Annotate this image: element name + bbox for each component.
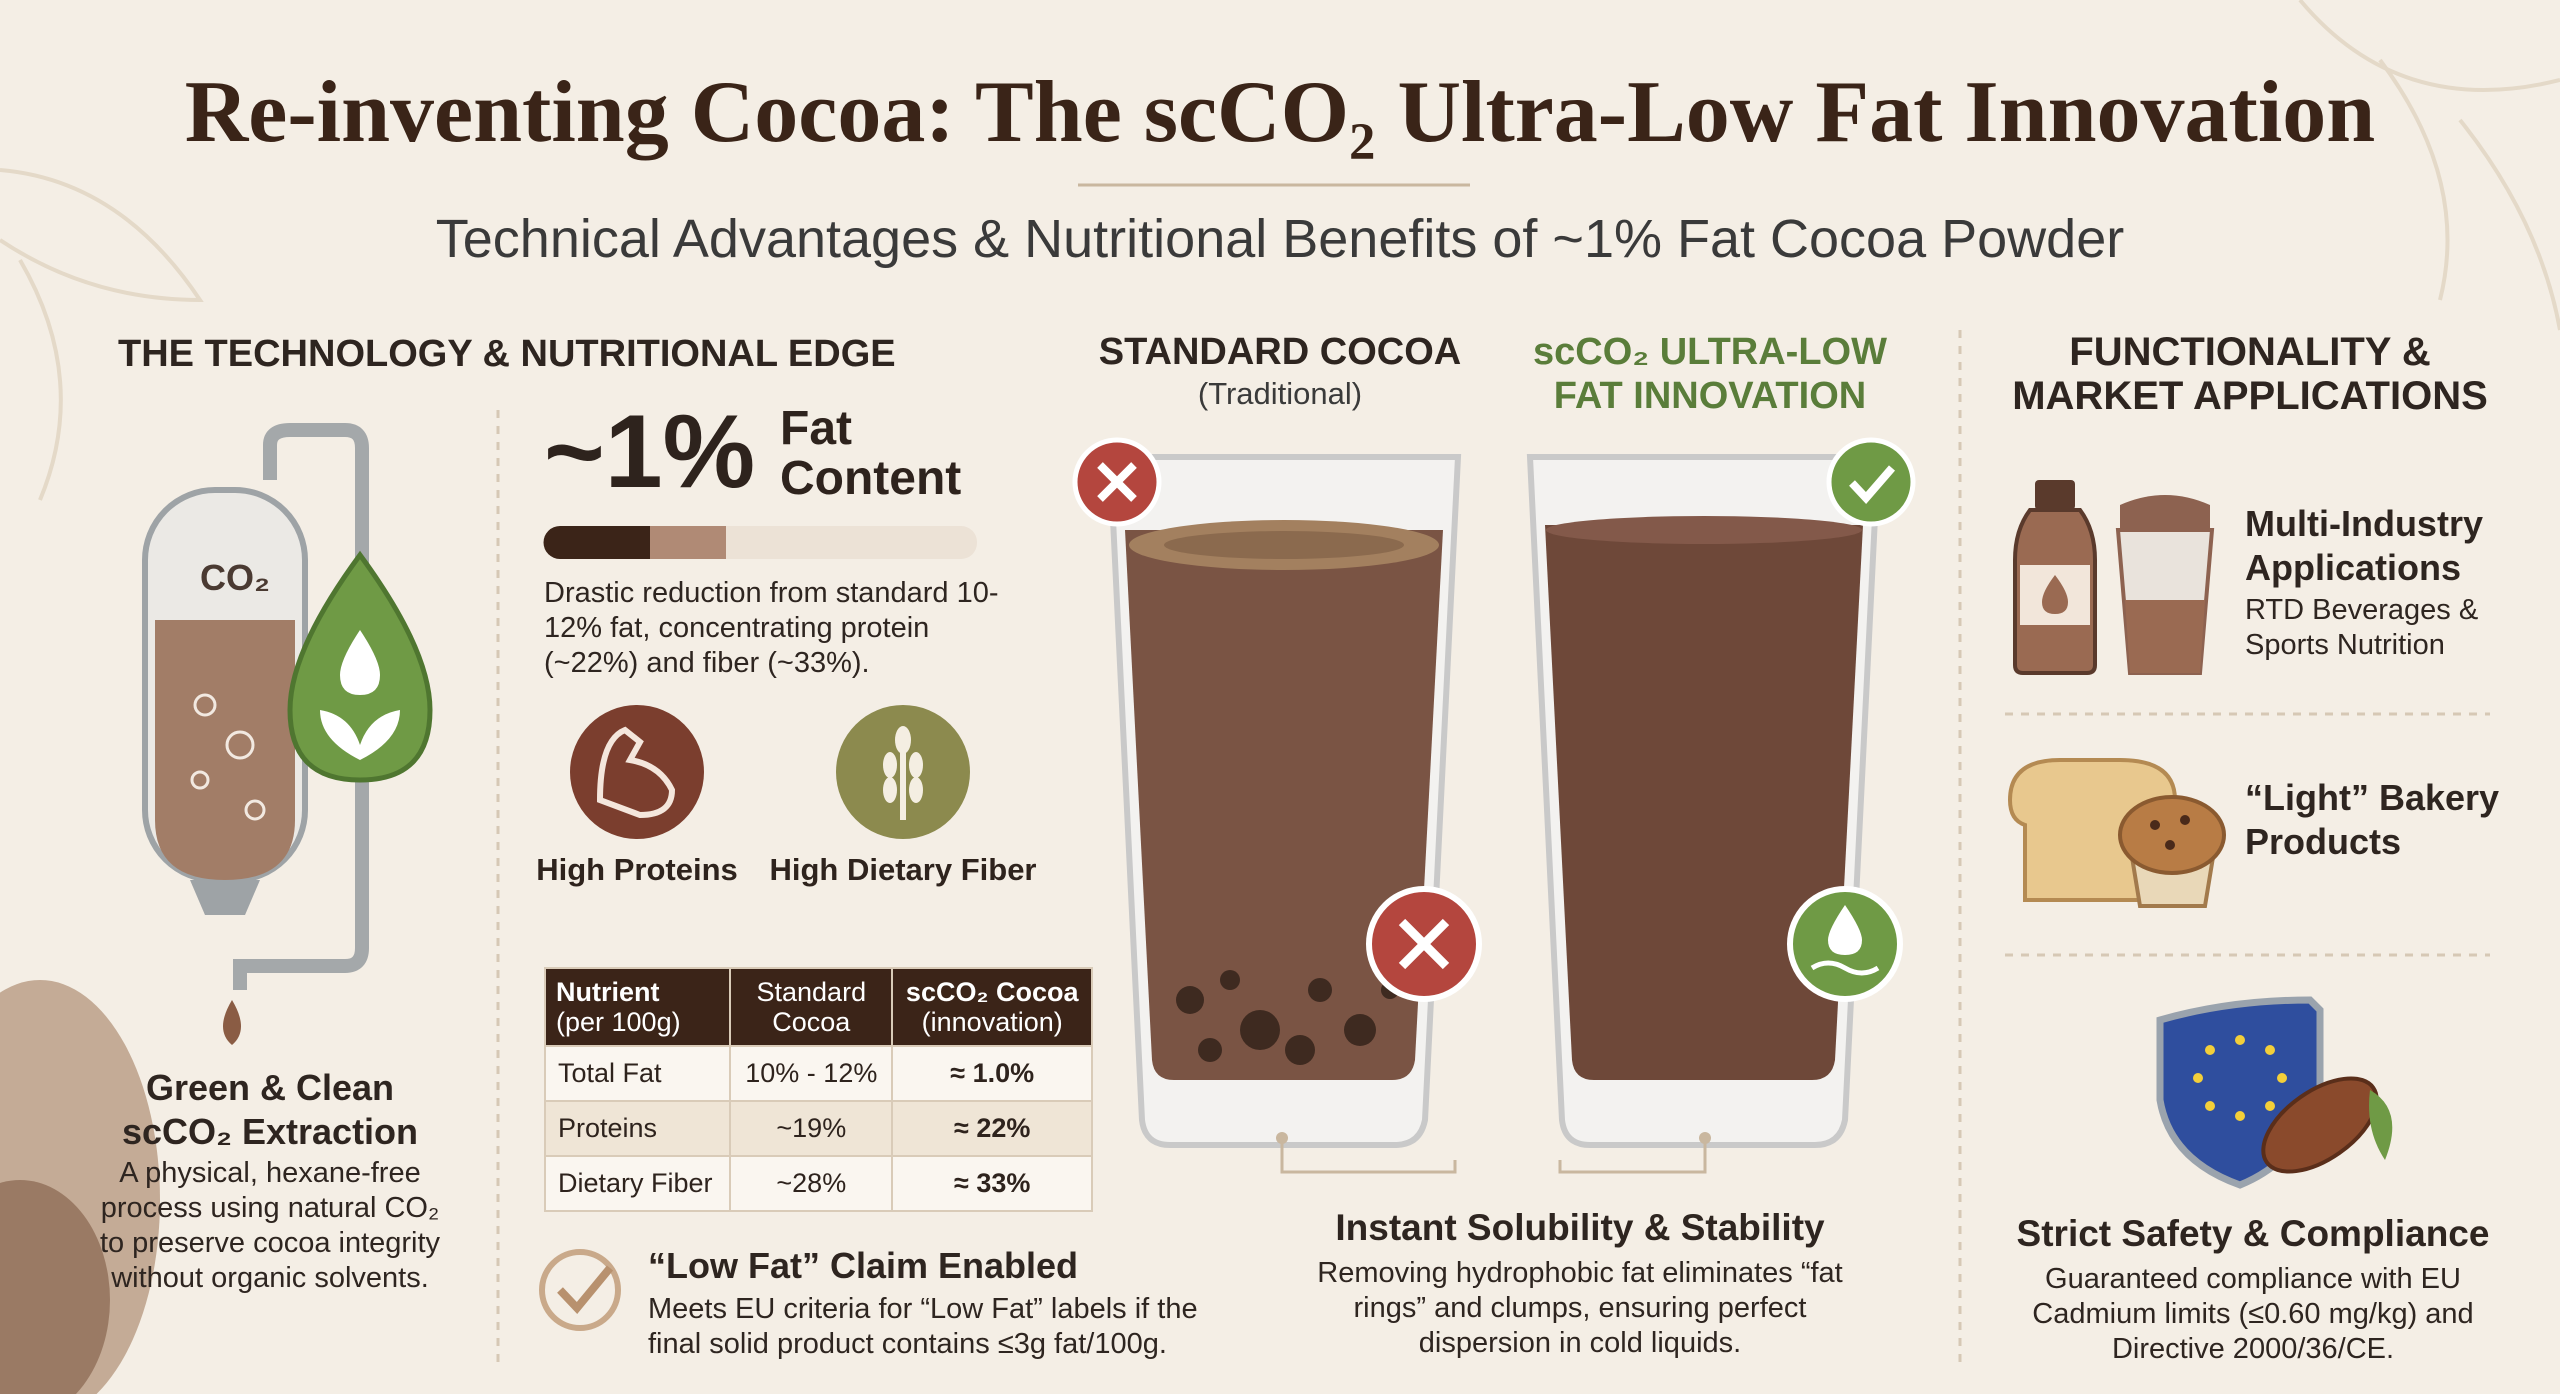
cell: ≈ 22% [891, 1100, 1093, 1157]
beverage-icons [2013, 480, 2215, 675]
header-cell: Nutrient (per 100g) [543, 967, 732, 1047]
status-badges [1072, 437, 1916, 1002]
header-sub: (innovation) [921, 1007, 1063, 1037]
application-title: Multi-Industry Applications [2245, 503, 2483, 588]
cell: ~19% [729, 1100, 894, 1157]
tank-label: CO₂ [200, 557, 270, 598]
standard-title: STANDARD COCOA [1098, 331, 1462, 373]
header-cell: Standard Cocoa [729, 967, 894, 1047]
green-drop [287, 550, 433, 783]
header-sub: (per 100g) [556, 1007, 681, 1037]
solubility-title: Instant Solubility & Stability [1335, 1207, 1825, 1248]
innovation-title: scCO₂ ULTRA-LOW FAT INNOVATION [1533, 331, 1887, 417]
cell: ≈ 1.0% [891, 1045, 1093, 1102]
cell: 10% - 12% [729, 1045, 894, 1102]
cell: Dietary Fiber [543, 1155, 732, 1212]
application-text: RTD Beverages & Sports Nutrition [2245, 594, 2479, 661]
cell: ≈ 33% [891, 1155, 1093, 1212]
fat-text: Drastic reduction from standard 10-12% f… [544, 577, 999, 679]
fat-bar [543, 526, 650, 559]
claim-icon [539, 1249, 621, 1331]
protein-icon [596, 726, 676, 819]
header-cell: scCO₂ Cocoa (innovation) [891, 967, 1093, 1047]
header-main: Standard [756, 977, 867, 1007]
application-title: Strict Safety & Compliance [2016, 1213, 2490, 1254]
extraction-title: Green & Clean scCO₂ Extraction [121, 1067, 419, 1152]
cell: Total Fat [543, 1045, 732, 1102]
benefit-label: High Proteins [536, 852, 738, 887]
benefit-label: High Dietary Fiber [769, 852, 1037, 887]
extraction-tank: CO₂ [142, 423, 369, 1045]
nutrient-table: Nutrient (per 100g) Standard Cocoa scCO₂ C… [543, 967, 1093, 1212]
cocoa-powder [0, 1180, 110, 1394]
background-leaves [0, 0, 2560, 501]
fat-label: Fat Content [780, 402, 962, 505]
subtitle: Technical Advantages & Nutritional Benef… [435, 209, 2125, 269]
cell: ~28% [729, 1155, 894, 1212]
solubility-text: Removing hydrophobic fat eliminates “fat… [1317, 1257, 1843, 1359]
standard-subtitle: (Traditional) [1197, 376, 1363, 411]
application-text: Guaranteed compliance with EU Cadmium li… [2032, 1263, 2474, 1365]
section-heading: THE TECHNOLOGY & NUTRITIONAL EDGE [118, 333, 896, 375]
cell: Proteins [543, 1100, 732, 1157]
table-row: Dietary Fiber ~28% ≈ 33% [543, 1155, 1093, 1212]
claim-title: “Low Fat” Claim Enabled [648, 1245, 1079, 1286]
title: Re-inventing Cocoa: The scCO₂ Ultra-Low … [184, 64, 2376, 161]
bracket-dot [1276, 1132, 1288, 1144]
eu-shield [2156, 996, 2393, 1189]
extraction-text: A physical, hexane-free process using na… [99, 1157, 441, 1294]
bakery-icons [2007, 758, 2226, 908]
header-main: Nutrient [556, 977, 660, 1007]
standard-glass [1106, 454, 1462, 1148]
fat-value: ~1% [544, 394, 756, 510]
header-main: scCO₂ Cocoa [905, 977, 1079, 1007]
bracket-dot [1699, 1132, 1711, 1144]
table-header: Nutrient (per 100g) Standard Cocoa scCO₂ C… [543, 967, 1093, 1047]
fat-bar [650, 526, 726, 559]
section-heading: FUNCTIONALITY & MARKET APPLICATIONS [2012, 330, 2488, 418]
fiber-icon [883, 726, 923, 820]
table-row: Total Fat 10% - 12% ≈ 1.0% [543, 1045, 1093, 1102]
protein-icon [570, 705, 704, 839]
application-title: “Light” Bakery Products [2245, 777, 2500, 862]
brackets [1280, 1140, 1707, 1174]
claim-text: Meets EU criteria for “Low Fat” labels i… [648, 1293, 1198, 1360]
table-row: Proteins ~19% ≈ 22% [543, 1100, 1093, 1157]
header-sub: Cocoa [772, 1007, 851, 1037]
claim-icon [557, 1265, 614, 1315]
innovation-glass [1526, 454, 1882, 1148]
